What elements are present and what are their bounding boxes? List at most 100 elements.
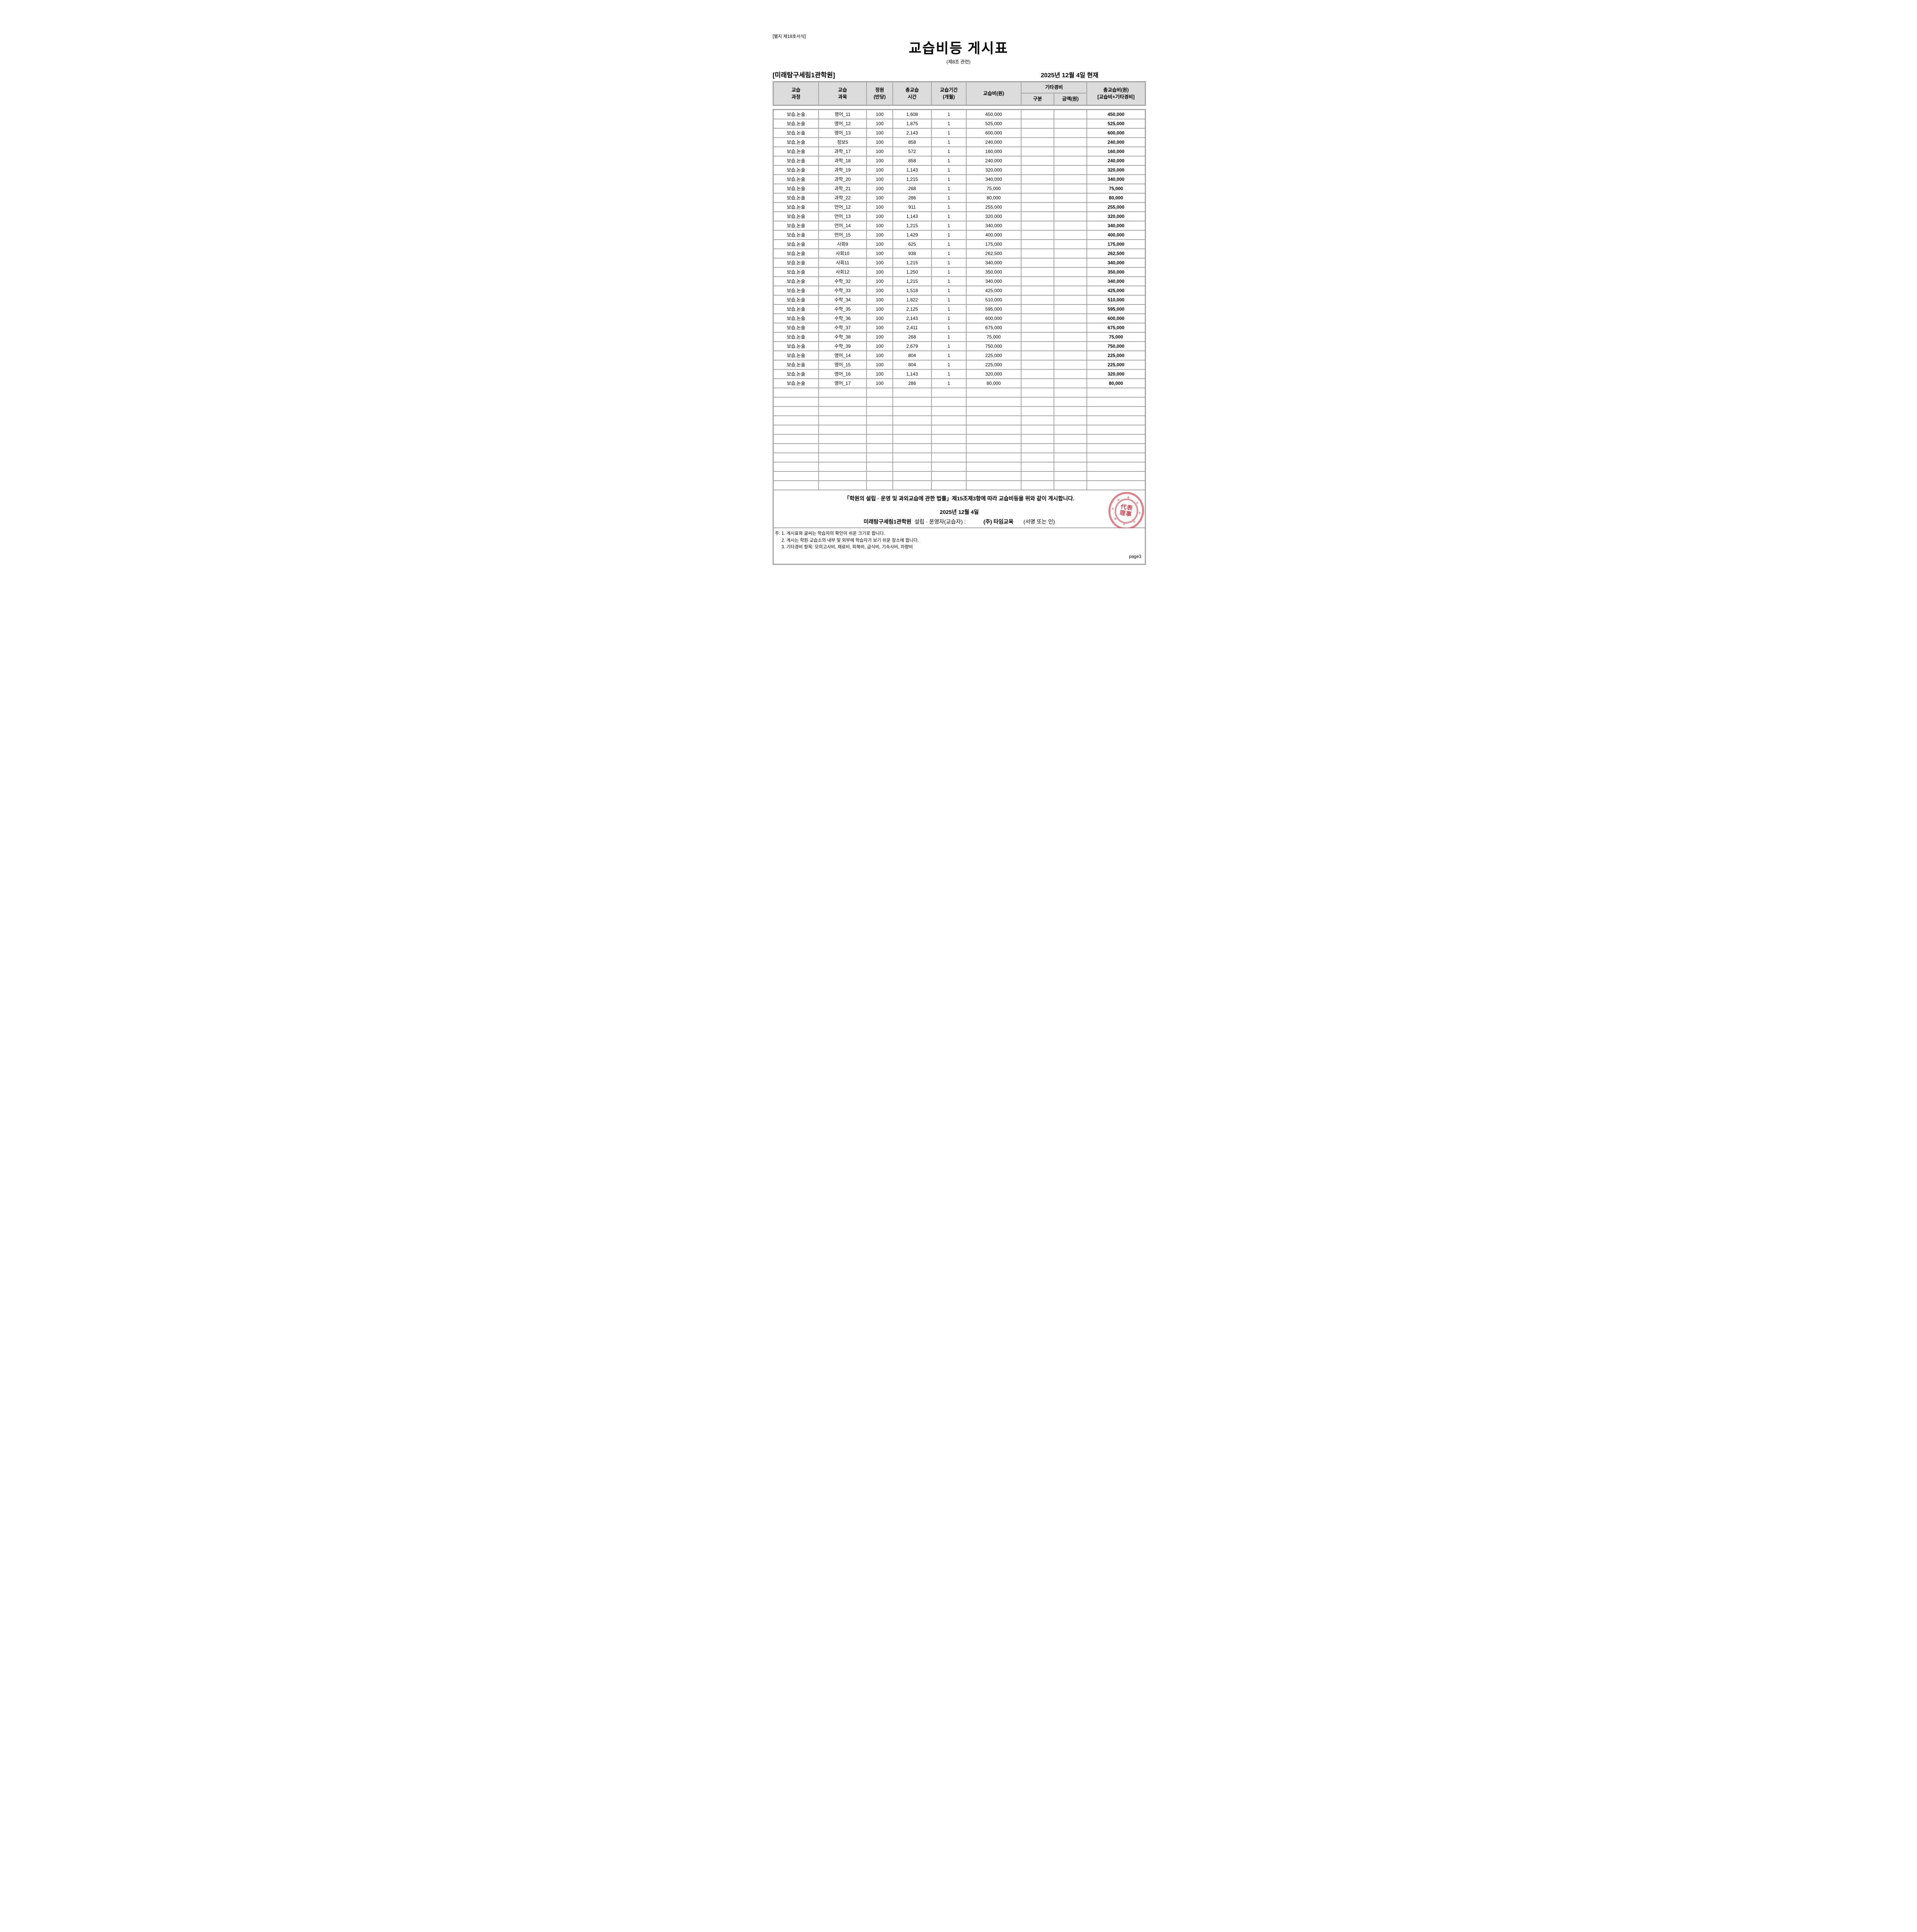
cell-period bbox=[932, 463, 966, 471]
cell-other-type bbox=[1021, 147, 1054, 156]
table-row: 보습,논술 수학_35 100 2,125 1 595,000 595,000 bbox=[774, 305, 1145, 313]
cell-capacity: 100 bbox=[867, 333, 892, 341]
academy-name: [미래탐구세림1관학원] bbox=[773, 71, 835, 79]
cell-other-amount bbox=[1054, 398, 1086, 406]
cell-hours bbox=[893, 416, 931, 425]
cell-capacity: 100 bbox=[867, 277, 892, 286]
cell-subject bbox=[819, 472, 866, 480]
cell-fee: 450,000 bbox=[967, 110, 1021, 119]
cell-capacity: 100 bbox=[867, 110, 892, 119]
cell-other-amount bbox=[1054, 361, 1086, 369]
cell-period: 1 bbox=[932, 231, 966, 239]
note-3: 3. 기타경비 항목: 모의고사비, 재료비, 피복비, 급식비, 기숙사비, … bbox=[781, 545, 913, 549]
cell-total: 600,000 bbox=[1087, 314, 1145, 323]
cell-fee: 320,000 bbox=[967, 212, 1021, 221]
cell-subject: 수학_32 bbox=[819, 277, 866, 286]
cell-other-type bbox=[1021, 351, 1054, 360]
cell-fee: 600,000 bbox=[967, 129, 1021, 137]
cell-other-amount bbox=[1054, 342, 1086, 350]
page-number: page3 bbox=[1129, 554, 1141, 559]
cell-capacity: 100 bbox=[867, 268, 892, 276]
cell-fee bbox=[967, 435, 1021, 443]
cell-capacity bbox=[867, 435, 892, 443]
cell-capacity: 100 bbox=[867, 175, 892, 184]
cell-total: 450,000 bbox=[1087, 110, 1145, 119]
cell-other-type bbox=[1021, 249, 1054, 258]
header-other-amount: 금액(원) bbox=[1054, 94, 1086, 105]
cell-hours bbox=[893, 407, 931, 415]
cell-subject: 과학_17 bbox=[819, 147, 866, 156]
cell-capacity bbox=[867, 463, 892, 471]
table-row: 보습,논술 사회12 100 1,250 1 350,000 350,000 bbox=[774, 268, 1145, 276]
cell-other-amount bbox=[1054, 379, 1086, 388]
cell-hours: 1,429 bbox=[893, 231, 931, 239]
cell-course: 보습,논술 bbox=[774, 342, 818, 350]
page-title: 교습비등 게시표 bbox=[909, 40, 1008, 56]
cell-course: 보습,논술 bbox=[774, 156, 818, 165]
cell-hours: 268 bbox=[893, 184, 931, 193]
cell-hours: 1,518 bbox=[893, 286, 931, 295]
cell-other-amount bbox=[1054, 231, 1086, 239]
cell-fee bbox=[967, 388, 1021, 397]
cell-other-type bbox=[1021, 175, 1054, 184]
cell-other-amount bbox=[1054, 305, 1086, 313]
cell-hours bbox=[893, 472, 931, 480]
cell-subject: 수학_38 bbox=[819, 333, 866, 341]
page-subtitle: (제8조 관련) bbox=[946, 59, 971, 65]
cell-period bbox=[932, 481, 966, 490]
header-grand-total: 총교습비(원) [교습비+기타경비] bbox=[1087, 82, 1145, 105]
cell-hours: 2,125 bbox=[893, 305, 931, 313]
cell-capacity: 100 bbox=[867, 259, 892, 267]
table-row: 보습,논술 영어_16 100 1,143 1 320,000 320,000 bbox=[774, 370, 1145, 378]
cell-other-amount bbox=[1054, 472, 1086, 480]
cell-total bbox=[1087, 398, 1145, 406]
cell-capacity: 100 bbox=[867, 129, 892, 137]
cell-subject: 과학_19 bbox=[819, 166, 866, 174]
cell-fee: 225,000 bbox=[967, 361, 1021, 369]
cell-subject bbox=[819, 416, 866, 425]
cell-subject: 수학_39 bbox=[819, 342, 866, 350]
cell-course bbox=[774, 463, 818, 471]
as-of-date: 2025년 12월 4일 현재 bbox=[1040, 72, 1098, 79]
cell-other-amount bbox=[1054, 444, 1086, 452]
cell-course: 보습,논술 bbox=[774, 361, 818, 369]
cell-period: 1 bbox=[932, 119, 966, 128]
cell-hours: 858 bbox=[893, 138, 931, 146]
cell-fee: 75,000 bbox=[967, 333, 1021, 341]
cell-subject bbox=[819, 463, 866, 471]
cell-capacity bbox=[867, 388, 892, 397]
table-row: 보습,논술 사회10 100 938 1 262,500 262,500 bbox=[774, 249, 1145, 258]
cell-fee: 225,000 bbox=[967, 351, 1021, 360]
cell-subject: 과학_18 bbox=[819, 156, 866, 165]
cell-fee: 255,000 bbox=[967, 203, 1021, 211]
cell-other-type bbox=[1021, 129, 1054, 137]
cell-fee bbox=[967, 444, 1021, 452]
cell-fee: 750,000 bbox=[967, 342, 1021, 350]
cell-period: 1 bbox=[932, 286, 966, 295]
cell-fee: 160,000 bbox=[967, 147, 1021, 156]
table-row bbox=[774, 398, 1145, 406]
table-row bbox=[774, 453, 1145, 462]
cell-period: 1 bbox=[932, 268, 966, 276]
cell-period: 1 bbox=[932, 277, 966, 286]
cell-course: 보습,논술 bbox=[774, 147, 818, 156]
cell-subject: 언어_12 bbox=[819, 203, 866, 211]
cell-hours bbox=[893, 388, 931, 397]
cell-hours: 911 bbox=[893, 203, 931, 211]
cell-fee: 340,000 bbox=[967, 175, 1021, 184]
cell-other-type bbox=[1021, 444, 1054, 452]
cell-other-type bbox=[1021, 203, 1054, 211]
note-2: 2. 게시는 학원·교습소의 내부 및 외부에 학습자가 보기 쉬운 장소에 합… bbox=[781, 538, 919, 543]
cell-other-amount bbox=[1054, 351, 1086, 360]
cell-total: 255,000 bbox=[1087, 203, 1145, 211]
cell-hours: 1,250 bbox=[893, 268, 931, 276]
cell-hours: 572 bbox=[893, 147, 931, 156]
cell-capacity: 100 bbox=[867, 231, 892, 239]
cell-capacity: 100 bbox=[867, 240, 892, 248]
cell-other-amount bbox=[1054, 221, 1086, 230]
cell-period: 1 bbox=[932, 212, 966, 221]
cell-subject: 언어_14 bbox=[819, 221, 866, 230]
cell-subject: 수학_34 bbox=[819, 296, 866, 304]
cell-hours: 858 bbox=[893, 156, 931, 165]
cell-hours bbox=[893, 435, 931, 443]
